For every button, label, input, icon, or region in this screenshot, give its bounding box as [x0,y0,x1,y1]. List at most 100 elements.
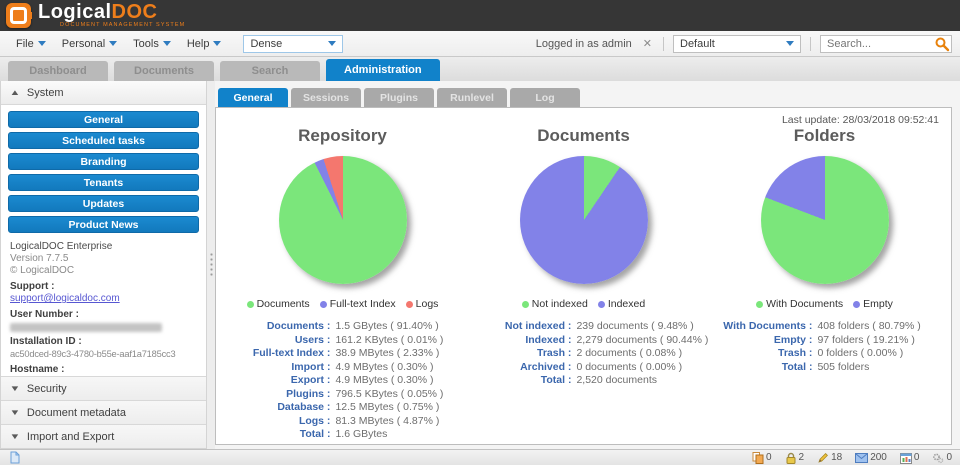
sidebar-button-general[interactable]: General [8,111,199,128]
menu-item-tools[interactable]: Tools [125,35,179,53]
stat-value: 4.9 MBytes ( 0.30% ) [335,360,434,373]
logout-close-icon[interactable]: ✕ [642,38,652,50]
stat-value: 1.6 GBytes [335,428,388,440]
pencil-icon [817,452,829,464]
main-tab-search[interactable]: Search [220,61,320,81]
chevron-down-icon [37,41,46,46]
main-tab-bar: Dashboard Documents Search Administration [0,57,960,81]
last-update-label: Last update: 28/03/2018 09:52:41 [781,114,939,126]
stat-value: 505 folders [817,360,870,373]
statusbar-counter[interactable]: 200 [855,452,887,463]
search-input[interactable] [820,34,952,53]
stat-row: Plugins : 796.5 KBytes ( 0.05% ) [222,388,463,402]
support-label: Support : [10,281,55,292]
admin-tab-general[interactable]: General [218,88,288,107]
tab-label: Dashboard [29,65,87,77]
sidebar-section-system[interactable]: ▲ System [1,81,206,105]
sidebar-button-scheduled-tasks[interactable]: Scheduled tasks [8,132,199,149]
stat-value: 97 folders ( 19.21% ) [817,333,915,346]
general-panel: Last update: 28/03/2018 09:52:41 Reposit… [215,107,952,445]
stat-row: With Documents : 408 folders ( 80.79% ) [704,320,945,334]
statusbar-counter[interactable]: 0 [899,452,919,464]
menu-item-help[interactable]: Help [179,35,230,53]
chevron-down-icon [109,41,118,46]
separator [663,36,664,51]
density-select[interactable]: Dense [243,34,344,53]
admin-tab-runlevel[interactable]: Runlevel [437,88,507,107]
statusbar-counter[interactable]: 0 [932,452,952,464]
sidebar-button-updates[interactable]: Updates [8,195,199,212]
logo-text-doc: DOC [111,1,158,24]
stat-row: Users : 161.2 KBytes ( 0.01% ) [222,334,463,348]
statusbar-counter[interactable]: 2 [785,452,805,464]
legend-item: Not indexed [521,298,588,310]
stat-label: Archived : [520,360,572,373]
admin-tab-bar: General Sessions Plugins Runlevel Log [215,88,952,107]
stat-value: 4.9 MBytes ( 0.30% ) [335,374,434,386]
sidebar-section-document-metadata[interactable]: ▼ Document metadata [1,400,206,424]
admin-tab-plugins[interactable]: Plugins [364,88,434,107]
menu-label: Help [186,37,210,50]
statusbar-counter[interactable]: 18 [817,452,842,464]
main-tab-documents[interactable]: Documents [114,61,214,81]
sidebar-section-security[interactable]: ▼ Security [1,376,206,400]
sidebar-splitter[interactable] [207,81,215,449]
main-tab-dashboard[interactable]: Dashboard [8,61,108,81]
tab-label: Administration [344,64,422,76]
stat-label: Trash : [778,347,813,359]
sidebar-button-tenants[interactable]: Tenants [8,174,199,191]
chevron-down-icon [162,41,171,46]
pie-chart [760,156,889,284]
sidebar-section-import-and-export[interactable]: ▼ Import and Export [1,424,206,448]
stat-row: Indexed : 2,279 documents ( 90.44% ) [463,334,708,348]
section-label: Security [26,382,67,395]
stat-row: Documents : 1.5 GBytes ( 91.40% ) [222,320,463,334]
support-email-link[interactable]: support@logicaldoc.com [10,293,120,304]
menu-label: File [16,37,34,50]
menu-label: Tools [133,37,159,50]
statusbar-counter[interactable]: 0 [752,451,772,464]
search-icon[interactable] [934,36,950,52]
chart-stats: Documents : 1.5 GBytes ( 91.40% ) Users : 1… [222,320,463,442]
stat-row: Logs : 81.3 MBytes ( 4.87% ) [222,415,463,429]
chart-stats: Not indexed :239 documents ( 9.48% ) Inde… [463,320,708,388]
stat-value: 2,520 documents [576,374,657,386]
charts-row: Repository Documents Full-text Index Logs … [216,108,951,444]
logo-subtitle: DOCUMENT MANAGEMENT SYSTEM [60,22,186,29]
gear-icon [932,452,944,464]
stat-label: Not indexed : [504,320,572,332]
stat-row: Total : 505 folders [704,361,945,375]
chevron-up-icon: ▲ [9,88,21,97]
stat-value: 12.5 MBytes ( 0.75% ) [335,401,440,413]
stat-row: Archived : 0 documents ( 0.00% ) [463,361,704,375]
main-tab-administration[interactable]: Administration [326,59,440,81]
chevron-down-icon [328,41,337,46]
stat-row: Trash : 0 folders ( 0.00% ) [704,347,945,361]
hostname-label: Hostname : [10,364,65,375]
stat-value: 796.5 KBytes ( 0.05% ) [335,387,444,400]
menu-item-personal[interactable]: Personal [54,35,125,53]
admin-tab-log[interactable]: Log [510,88,580,107]
sidebar-bottom-sections: ▼ Security ▼ Document metadata ▼ Import and E… [1,376,206,448]
product-name: LogicalDOC Enterprise [10,241,113,252]
stat-row: Total : 1.6 GBytes [222,428,463,442]
logo-text: Logical [38,1,112,24]
chart-legend: Documents Full-text Index Logs [246,298,438,310]
legend-item: With Documents [756,298,843,310]
admin-main-area: General Sessions Plugins Runlevel Log Last u… [215,81,960,449]
menu-item-file[interactable]: File [8,35,54,53]
installation-id-label: Installation ID : [10,336,82,347]
legend-label: Full-text Index [329,298,396,310]
stat-label: With Documents : [723,320,813,332]
stat-value: 2,279 documents ( 90.44% ) [576,333,709,346]
stat-row: Export : 4.9 MBytes ( 0.30% ) [222,374,463,388]
sidebar-button-branding[interactable]: Branding [8,153,199,170]
product-version: Version 7.7.5 [10,253,69,264]
admin-tab-sessions[interactable]: Sessions [291,88,361,107]
workspace-select[interactable]: Default [673,34,801,53]
sidebar-button-product-news[interactable]: Product News [8,216,199,233]
counter-value: 2 [798,452,805,463]
counter-value: 0 [946,452,952,463]
calendar-icon [899,452,912,464]
legend-dot-icon [597,300,605,308]
